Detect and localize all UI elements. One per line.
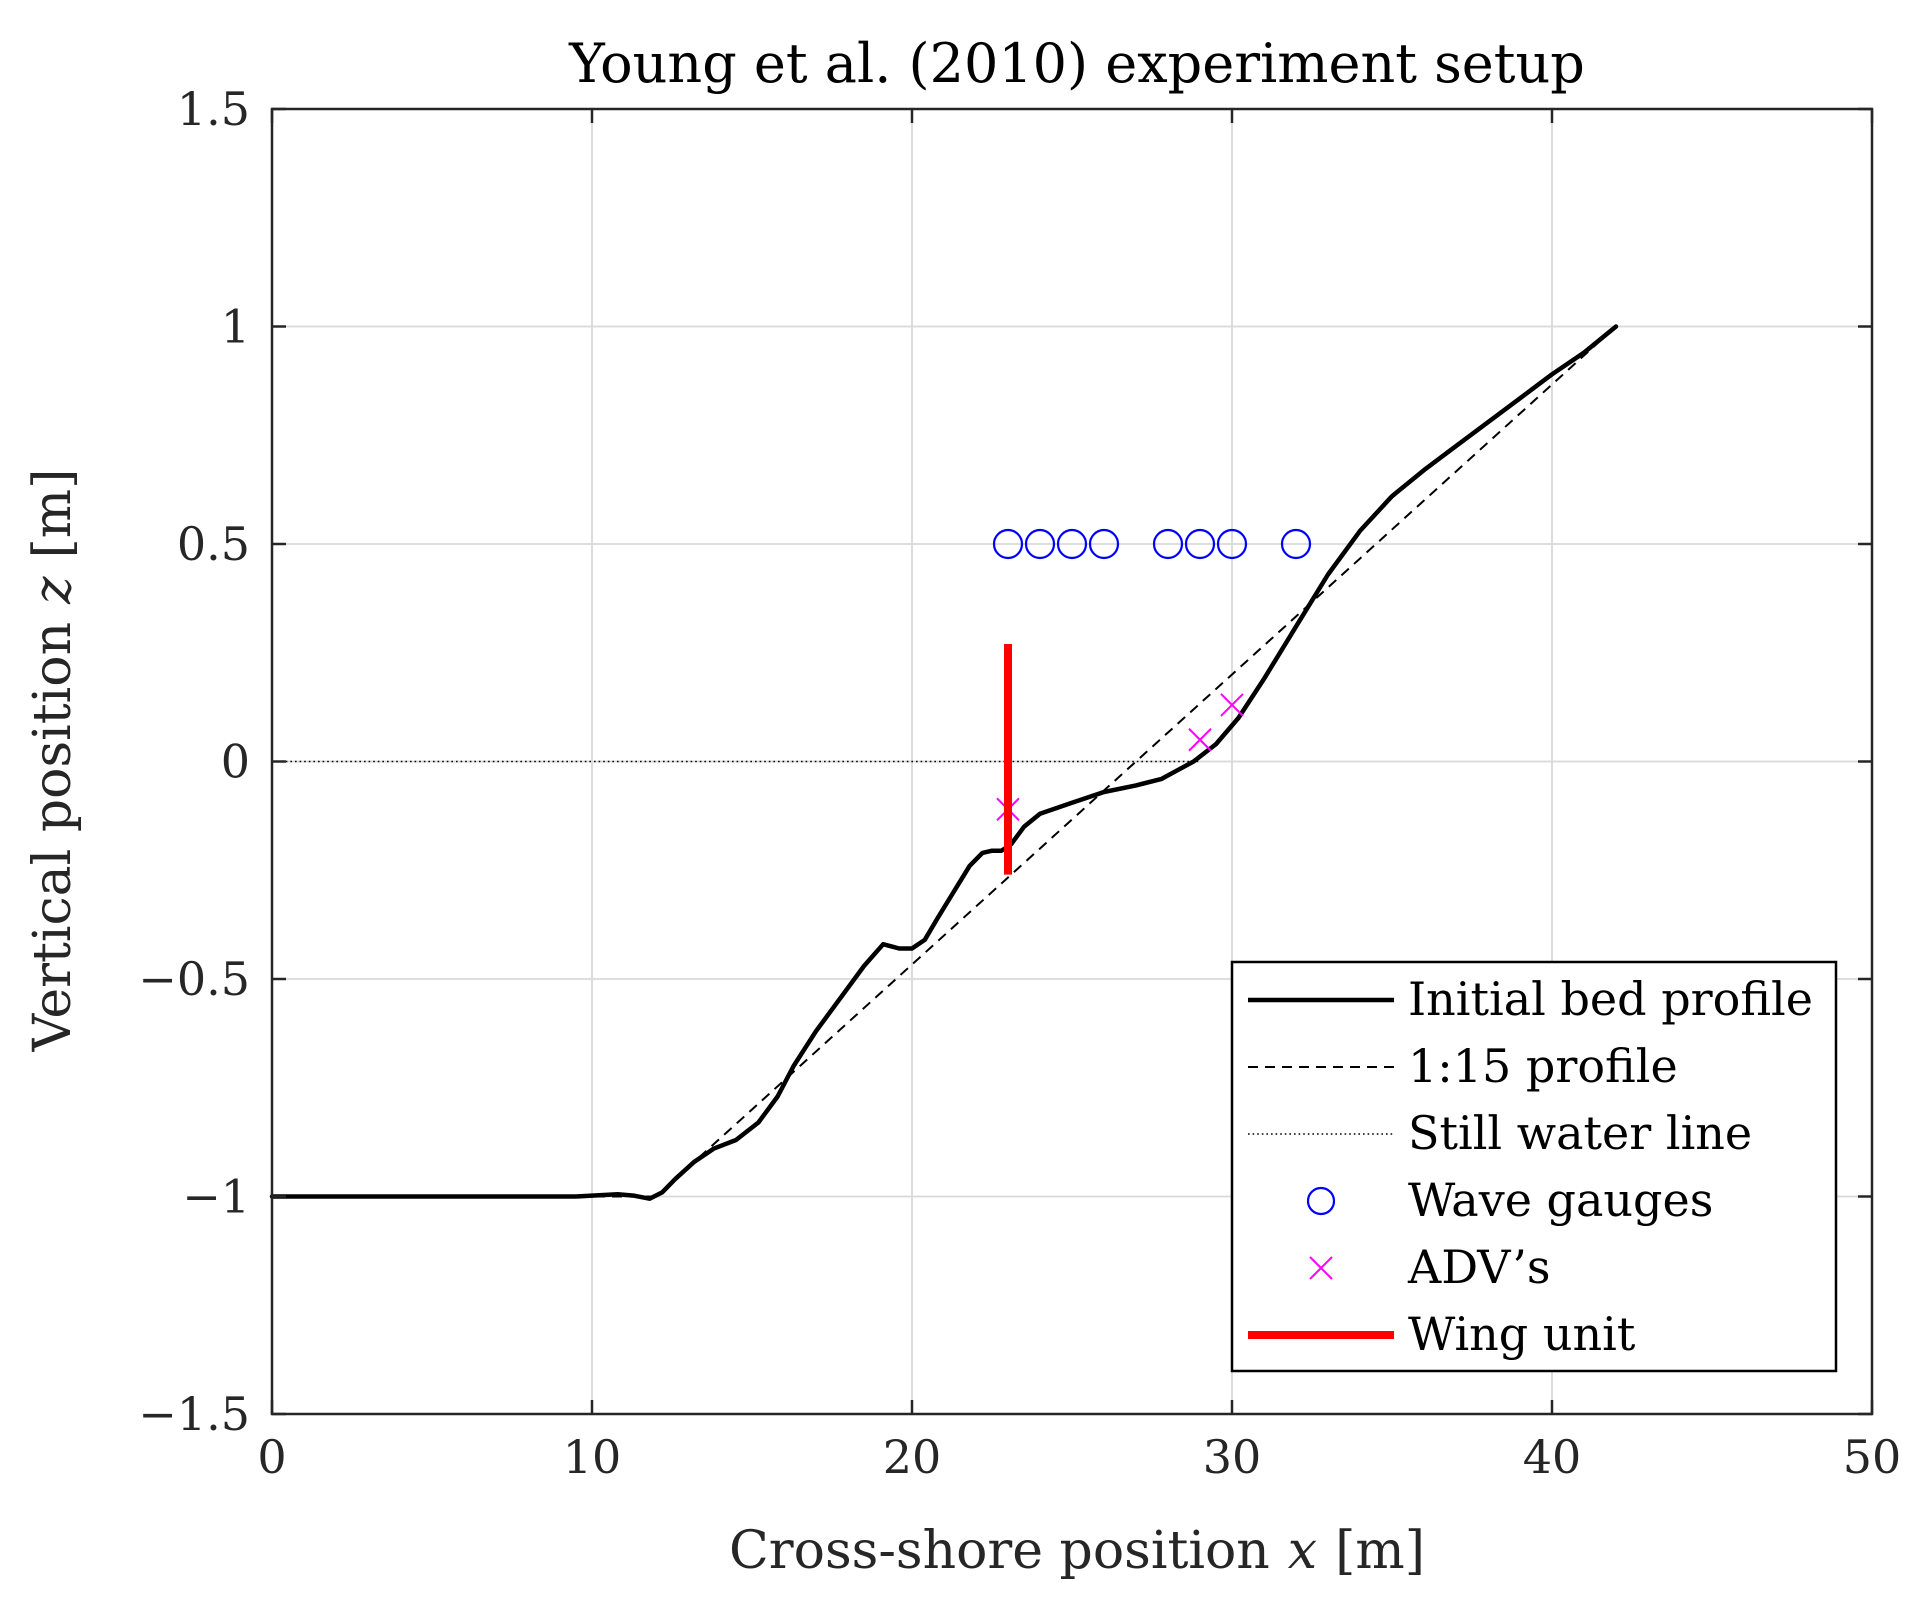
adv-marker-1-stroke-b xyxy=(1188,728,1212,752)
axes: 0 10 20 30 40 50 −1.5 −1 −0.5 0 0.5 1 1.5 xyxy=(138,82,1901,1484)
wave-gauge-marker-0 xyxy=(992,528,1024,560)
x-tick-label-3: 30 xyxy=(1203,1430,1262,1484)
x-tick-label-0: 0 xyxy=(257,1430,286,1484)
x-axis-label-prefix: Cross-shore position xyxy=(729,1521,1270,1581)
adv-marker-2 xyxy=(1220,693,1244,717)
legend-label-bed-profile: Initial bed profile xyxy=(1408,972,1813,1026)
x-tick-label-2: 20 xyxy=(883,1430,942,1484)
y-tick-label-2: −0.5 xyxy=(138,952,250,1006)
wave-gauge-marker-4 xyxy=(1152,528,1184,560)
series-slope-profile-line xyxy=(272,325,1617,1198)
legend-label-slope-profile: 1:15 profile xyxy=(1408,1039,1678,1093)
legend-label-wing-unit: Wing unit xyxy=(1408,1307,1636,1361)
x-tick-label-1: 10 xyxy=(563,1430,622,1484)
y-axis-label-unit: [m] xyxy=(23,469,83,559)
plot-series xyxy=(269,324,1619,1201)
y-tick-label-3: 0 xyxy=(221,735,250,789)
legend-label-wave-gauges: Wave gauges xyxy=(1408,1173,1713,1227)
legend-label-still-water: Still water line xyxy=(1408,1106,1752,1160)
y-tick-label-5: 1 xyxy=(221,300,250,354)
chart-title: Young et al. (2010) experiment setup xyxy=(568,32,1585,95)
series-bed-profile-line xyxy=(269,324,1619,1201)
legend-box xyxy=(1230,960,1838,1373)
wave-gauge-marker-1 xyxy=(1024,528,1056,560)
wave-gauge-marker-5 xyxy=(1184,528,1216,560)
x-axis-label-var: x xyxy=(1288,1521,1317,1581)
legend-swatch-adv-stroke-b xyxy=(1309,1256,1333,1280)
wave-gauge-marker-3 xyxy=(1088,528,1120,560)
x-axis-label-unit: [m] xyxy=(1335,1521,1425,1581)
wave-gauge-marker-2 xyxy=(1056,528,1088,560)
x-tick-label-5: 50 xyxy=(1843,1430,1902,1484)
x-axis-label: Cross-shore position x [m] xyxy=(729,1521,1425,1581)
y-tick-label-4: 0.5 xyxy=(177,517,250,571)
y-tick-label-0: −1.5 xyxy=(138,1387,250,1441)
y-tick-label-1: −1 xyxy=(182,1170,250,1224)
y-axis-label-var: z xyxy=(23,576,83,605)
y-axis-label: Vertical position z [m] xyxy=(23,469,83,1053)
y-axis-label-prefix: Vertical position xyxy=(23,622,83,1052)
x-tick-label-4: 40 xyxy=(1523,1430,1582,1484)
legend-swatch-adv xyxy=(1309,1256,1333,1280)
wave-gauge-marker-7 xyxy=(1280,528,1312,560)
adv-marker-1 xyxy=(1188,728,1212,752)
legend: Initial bed profile 1:15 profile Still w… xyxy=(1230,960,1838,1373)
wave-gauge-marker-6 xyxy=(1216,528,1248,560)
y-tick-label-6: 1.5 xyxy=(177,82,250,136)
adv-marker-2-stroke-b xyxy=(1220,693,1244,717)
legend-swatch-wave-gauges xyxy=(1306,1186,1336,1216)
legend-label-adv: ADV’s xyxy=(1407,1240,1550,1294)
